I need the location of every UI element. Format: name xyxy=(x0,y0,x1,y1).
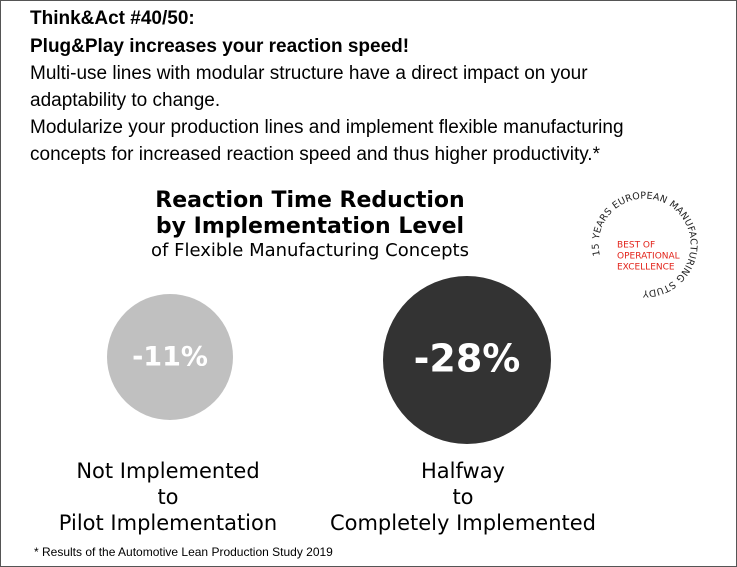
caption: Completely Implemented xyxy=(330,511,596,535)
body-line: Multi-use lines with modular structure h… xyxy=(30,63,588,84)
infographic-title: Reaction Time Reduction xyxy=(155,188,464,213)
caption: to xyxy=(452,485,473,509)
value-label: -28% xyxy=(414,337,521,381)
badge-text: EXCELLENCE xyxy=(617,263,675,273)
caption: to xyxy=(157,485,178,509)
caption: Halfway xyxy=(421,459,505,483)
header-subtitle: Plug&Play increases your reaction speed! xyxy=(30,36,409,57)
value-label: -11% xyxy=(132,342,208,373)
body-line: adaptability to change. xyxy=(30,90,220,111)
header-title: Think&Act #40/50: xyxy=(30,8,195,29)
caption: Pilot Implementation xyxy=(59,511,277,535)
body-line: Modularize your production lines and imp… xyxy=(30,117,624,138)
body-line: concepts for increased reaction speed an… xyxy=(30,144,601,165)
infographic-title: by Implementation Level xyxy=(156,214,464,239)
badge-text: OPERATIONAL xyxy=(617,252,680,262)
badge-text: BEST OF xyxy=(617,241,655,251)
caption: Not Implemented xyxy=(76,459,259,483)
circle xyxy=(383,276,551,444)
infographic-subtitle: of Flexible Manufacturing Concepts xyxy=(151,240,469,261)
footnote: * Results of the Automotive Lean Product… xyxy=(34,545,333,559)
circle xyxy=(107,294,233,420)
